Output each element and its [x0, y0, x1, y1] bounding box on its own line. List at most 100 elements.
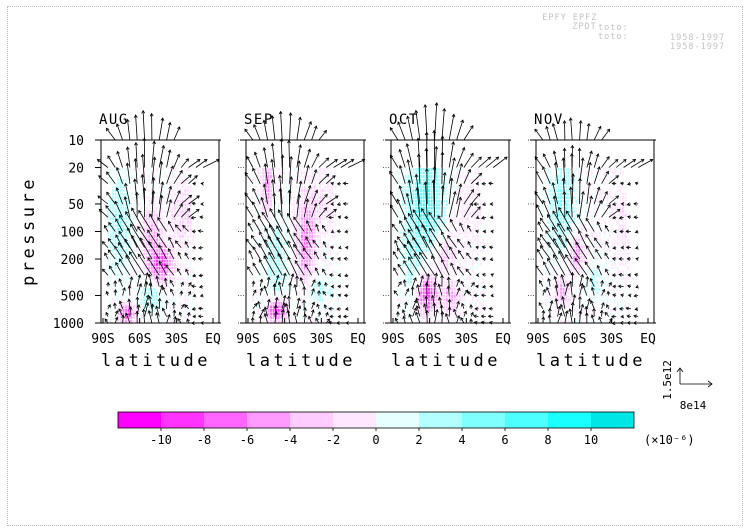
- shading-cell: [174, 263, 177, 267]
- shading-cell: [476, 238, 479, 242]
- vector-arrowhead: [182, 224, 186, 229]
- shading-cell: [189, 256, 192, 259]
- shading-cell: [466, 284, 469, 288]
- shading-cell: [549, 196, 552, 200]
- shading-cell: [285, 217, 288, 221]
- shading-cell: [443, 213, 446, 217]
- shading-cell: [321, 252, 324, 256]
- shading-cell: [125, 213, 128, 217]
- vector-arrow: [115, 234, 123, 248]
- shading-cell: [453, 305, 456, 309]
- shading-cell: [259, 199, 262, 203]
- shading-cell: [132, 206, 135, 210]
- shading-cell: [331, 259, 334, 263]
- shading-cell: [479, 178, 482, 182]
- shading-cell: [606, 238, 609, 242]
- vector-arrowhead: [475, 284, 479, 289]
- shading-cell: [331, 270, 334, 274]
- shading-cell: [404, 241, 407, 245]
- vector-arrowhead: [285, 303, 289, 307]
- shading-cell: [417, 178, 420, 182]
- shading-cell: [562, 234, 565, 238]
- vector-arrow: [470, 193, 481, 205]
- vector-arrow: [457, 266, 465, 276]
- vector-arrowhead: [191, 229, 196, 234]
- vector-arrowhead: [407, 228, 412, 233]
- shading-cell: [552, 199, 555, 203]
- shading-cell: [293, 249, 296, 252]
- shading-cell: [150, 217, 153, 221]
- shading-cell: [130, 175, 133, 178]
- shading-cell: [334, 294, 337, 298]
- shading-cell: [407, 220, 410, 224]
- shading-cell: [288, 178, 291, 182]
- vector-arrow: [180, 282, 184, 287]
- shading-cell: [282, 199, 285, 203]
- shading-cell: [578, 185, 581, 189]
- shading-cell: [189, 241, 192, 245]
- shading-cell: [453, 220, 456, 224]
- shading-cell: [171, 305, 174, 309]
- vector-arrow: [456, 147, 465, 168]
- shading-cell: [456, 287, 459, 291]
- vector-arrowhead: [424, 295, 429, 300]
- shading-cell: [313, 245, 316, 249]
- shading-cell: [443, 270, 446, 274]
- shading-cell: [453, 287, 456, 291]
- shading-cell: [451, 213, 454, 217]
- shading-cell: [125, 319, 128, 323]
- shading-cell: [119, 217, 122, 221]
- shading-cell: [412, 280, 415, 284]
- shading-cell: [624, 227, 627, 231]
- vector-arrowhead: [328, 306, 332, 311]
- vector-arrow: [258, 243, 268, 260]
- vector-arrowhead: [278, 174, 282, 179]
- shading-cell: [161, 280, 164, 284]
- vector-arrowhead: [503, 156, 508, 161]
- shading-cell: [329, 227, 332, 231]
- shading-cell: [254, 305, 257, 309]
- vector-arrow: [441, 185, 444, 218]
- shading-cell: [112, 220, 115, 224]
- shading-cell: [547, 203, 550, 207]
- vector-arrowhead: [252, 262, 256, 267]
- shading-cell: [254, 182, 257, 186]
- shading-cell: [298, 241, 301, 245]
- vector-arrowhead: [293, 216, 297, 221]
- shading-cell: [453, 263, 456, 267]
- vector-arrow: [158, 161, 163, 184]
- shading-cell: [593, 210, 596, 214]
- shading-cell: [298, 291, 301, 295]
- shading-cell: [293, 168, 296, 171]
- shading-cell: [132, 220, 135, 224]
- shading-cell: [143, 266, 146, 270]
- vector-arrowhead: [167, 313, 171, 318]
- shading-cell: [476, 259, 479, 263]
- vector-arrow: [318, 207, 327, 218]
- shading-cell: [140, 312, 143, 316]
- shading-cell: [399, 217, 402, 221]
- shading-cell: [308, 291, 311, 295]
- shading-cell: [570, 224, 573, 228]
- shading-cell: [329, 182, 332, 186]
- vector-arrow: [127, 119, 131, 141]
- shading-cell: [158, 249, 161, 252]
- vector-arrow: [404, 216, 413, 232]
- shading-cell: [277, 231, 280, 235]
- shading-cell: [422, 213, 425, 217]
- shading-cell: [443, 256, 446, 259]
- shading-cell: [425, 291, 428, 295]
- colorbar-tick-label: -10: [150, 433, 172, 447]
- shading-cell: [140, 301, 143, 305]
- shading-cell: [122, 231, 125, 235]
- shading-cell: [145, 220, 148, 224]
- vector-arrowhead: [317, 311, 322, 315]
- shading-cell: [166, 273, 169, 277]
- shading-cell: [179, 241, 182, 245]
- shading-cell: [109, 301, 112, 305]
- vector-arrow: [463, 189, 474, 205]
- shading-cell: [282, 220, 285, 224]
- shading-cell: [402, 256, 405, 259]
- vector-arrowhead: [323, 207, 328, 211]
- vector-arrowhead: [259, 278, 264, 283]
